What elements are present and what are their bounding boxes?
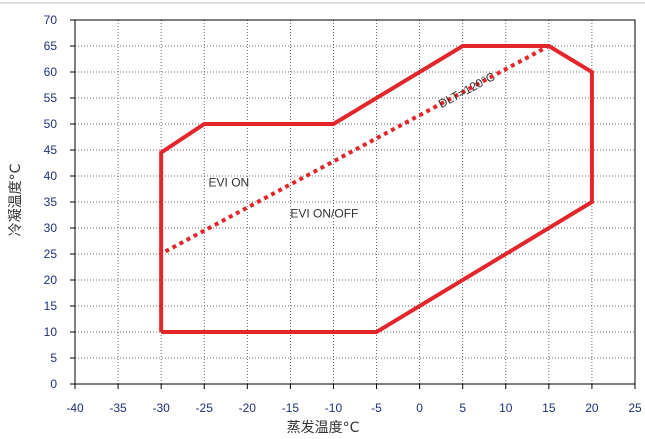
x-tick-label: -15 bbox=[282, 401, 300, 415]
x-tick-label: -5 bbox=[371, 401, 382, 415]
annotations: DLT=120°C EVI ON EVI ON/OFF bbox=[209, 69, 498, 220]
y-tick-label: 35 bbox=[44, 195, 58, 209]
y-tick-label: 5 bbox=[50, 351, 57, 365]
x-tick-label: -10 bbox=[325, 401, 343, 415]
x-tick-label: 10 bbox=[499, 401, 513, 415]
x-tick-label: -30 bbox=[152, 401, 170, 415]
y-axis-title: 冷凝温度°C bbox=[8, 163, 24, 236]
y-tick-label: 30 bbox=[44, 221, 58, 235]
y-tick-label: 70 bbox=[44, 13, 58, 27]
x-tick-label: -40 bbox=[66, 401, 84, 415]
y-tick-label: 25 bbox=[44, 247, 58, 261]
x-tick-label: 25 bbox=[628, 401, 642, 415]
y-tick-label: 15 bbox=[44, 299, 58, 313]
y-tick-label: 55 bbox=[44, 91, 58, 105]
y-tick-label: 45 bbox=[44, 143, 58, 157]
x-tick-label: 20 bbox=[585, 401, 599, 415]
y-axis-ticks: 0 5 10 15 20 25 30 35 40 45 50 55 60 65 70 bbox=[44, 13, 75, 391]
x-axis-ticks: -40 -35 -30 -25 -20 -15 -10 -5 0 5 10 15 20 25 bbox=[66, 384, 642, 415]
dlt-limit-line bbox=[164, 44, 550, 254]
x-axis-title: 蒸发温度°C bbox=[287, 420, 360, 436]
series bbox=[159, 44, 594, 334]
annotation-label: EVI ON/OFF bbox=[290, 207, 358, 221]
grid bbox=[75, 20, 635, 384]
x-tick-label: -25 bbox=[196, 401, 214, 415]
x-tick-label: -35 bbox=[109, 401, 127, 415]
y-tick-label: 40 bbox=[44, 169, 58, 183]
y-tick-label: 10 bbox=[44, 325, 58, 339]
y-tick-label: 0 bbox=[50, 377, 57, 391]
y-tick-label: 60 bbox=[44, 65, 58, 79]
annotation-label: EVI ON bbox=[209, 175, 250, 189]
x-tick-label: 0 bbox=[416, 401, 423, 415]
x-tick-label: -20 bbox=[239, 401, 257, 415]
operating-envelope-line bbox=[159, 44, 594, 334]
x-tick-label: 15 bbox=[542, 401, 556, 415]
y-tick-label: 50 bbox=[44, 117, 58, 131]
x-tick-label: 5 bbox=[459, 401, 466, 415]
y-tick-label: 65 bbox=[44, 39, 58, 53]
y-tick-label: 20 bbox=[44, 273, 58, 287]
annotation-label: DLT=120°C bbox=[436, 69, 498, 111]
